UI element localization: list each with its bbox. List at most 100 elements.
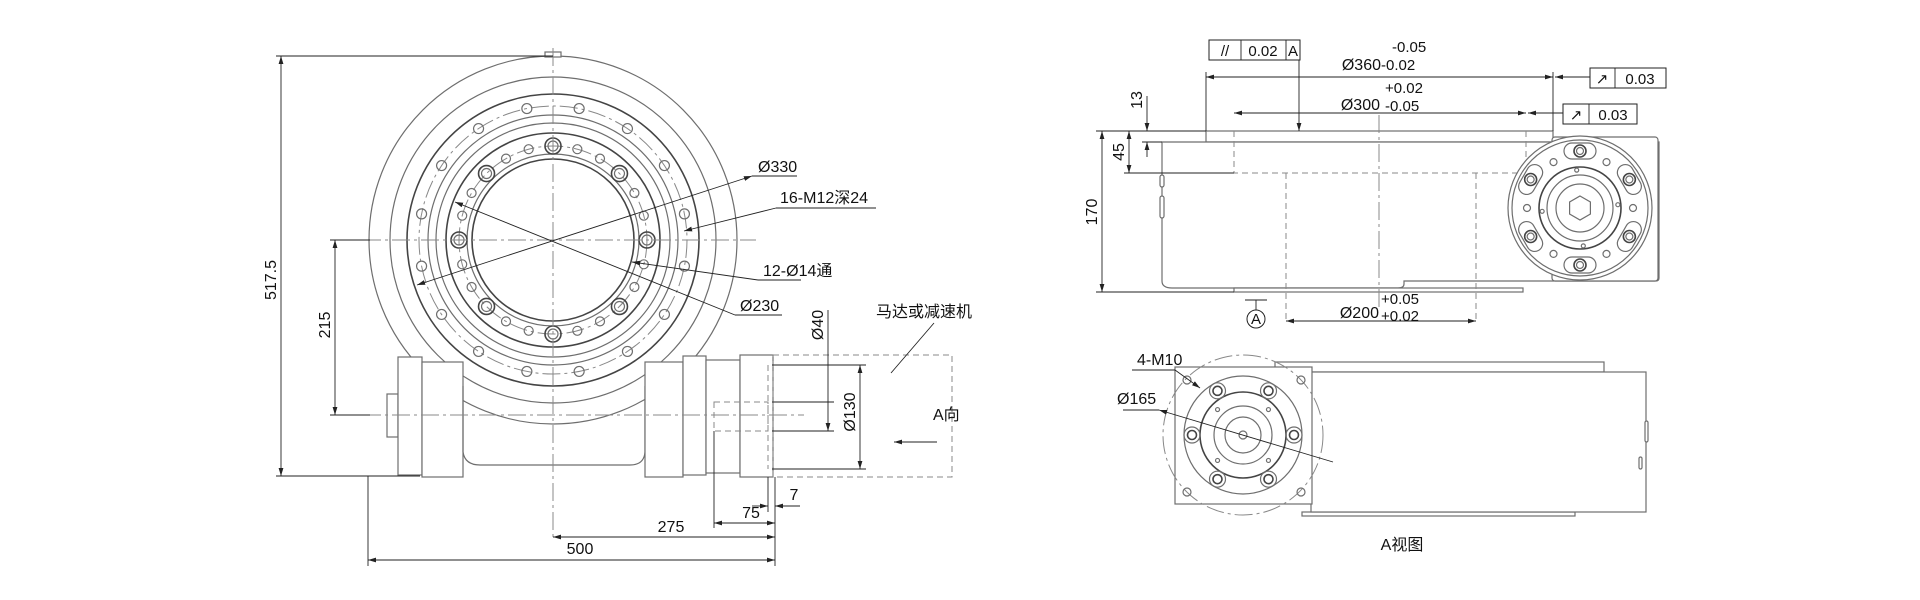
slot-bolt — [1573, 144, 1587, 158]
flange-bolt-head — [1285, 426, 1303, 444]
d200-hidden — [1285, 173, 1477, 320]
callout-tapped-holes: 16-M12深24 — [683, 189, 876, 232]
dimension-d200: Ø200 +0.05 +0.02 — [1286, 291, 1476, 325]
dimension-side-height: 170 — [1084, 130, 1234, 293]
m12-thread-core — [613, 300, 626, 313]
dim-d130: Ø130 — [842, 392, 859, 431]
dimension-shaft-length: 75 — [713, 431, 775, 528]
m12-tapped-hole — [477, 297, 496, 316]
dimension-overall-height: 517.5 — [263, 55, 553, 477]
top-strip — [1274, 361, 1605, 373]
dim-45: 45 — [1111, 143, 1128, 161]
flange-bolt-head — [1183, 426, 1201, 444]
flange-small-hole — [1602, 249, 1611, 258]
dim-d300-nominal: Ø300 — [1341, 97, 1380, 114]
d14-through-hole — [500, 153, 512, 164]
dim-d200-lower: +0.02 — [1381, 308, 1419, 325]
pilot-tiny-hole — [1539, 208, 1545, 214]
dim-170: 170 — [1084, 199, 1101, 226]
label-4-m10: 4-M10 — [1137, 352, 1182, 369]
label-d165: Ø165 — [1117, 391, 1156, 408]
outer-mounting-hole — [435, 159, 448, 172]
slot-bolt-core — [1575, 146, 1585, 156]
outer-mounting-hole — [573, 102, 585, 115]
left-flange — [421, 361, 464, 478]
slot-bolt-core — [1526, 175, 1535, 184]
dim-13: 13 — [1129, 91, 1146, 109]
adjust-slot — [1616, 220, 1642, 253]
d300-hidden — [1233, 131, 1527, 174]
view-direction-marker: A向 — [894, 406, 960, 445]
flange-pilot — [1538, 166, 1622, 250]
runout-frame-2: ↗ 0.03 — [1562, 103, 1638, 125]
slot-bolt — [1622, 229, 1637, 244]
dim-215: 215 — [317, 312, 334, 339]
side-bump-2 — [1638, 456, 1643, 470]
parallelism-icon: // — [1221, 43, 1230, 60]
flange-bolt-head — [1259, 382, 1278, 400]
callout-inner-pcd: Ø230 — [454, 201, 782, 316]
shaft-ring — [1224, 416, 1262, 454]
m10-corner-hole — [1296, 375, 1306, 385]
dim-d360-lower: -0.02 — [1381, 57, 1415, 74]
flange-circle-outer — [1507, 135, 1653, 281]
dim-d360-nominal: Ø360 — [1342, 57, 1381, 74]
label-d330: Ø330 — [758, 159, 797, 176]
a-view: 4-M10 Ø165 A视图 — [1117, 352, 1649, 554]
label-16-m12: 16-M12深24 — [780, 189, 868, 207]
flange-small-hole — [1602, 158, 1611, 167]
dim-d300-upper: +0.02 — [1385, 80, 1423, 97]
motor-outline — [772, 354, 953, 478]
dim-d300-lower: -0.05 — [1385, 98, 1419, 115]
dim-7: 7 — [790, 487, 799, 504]
parallelism-frame: // 0.02 A — [1208, 39, 1302, 131]
flange-bolt — [1186, 429, 1198, 441]
shaft-center — [1238, 430, 1248, 440]
right-flange — [644, 361, 684, 478]
adjust-slot — [1563, 142, 1597, 160]
small-hole — [1214, 457, 1221, 464]
m10-corner-hole — [1182, 487, 1192, 497]
m12-tapped-hole — [477, 164, 496, 183]
side-bump-1 — [1644, 420, 1649, 443]
worm-neck — [462, 386, 646, 466]
flange-bolt — [1263, 385, 1274, 397]
outer-mounting-hole — [621, 345, 634, 358]
d14-through-hole — [629, 281, 640, 293]
slot-bolt-core — [1526, 232, 1535, 241]
parallelism-value: 0.02 — [1248, 43, 1277, 60]
slot-bolt — [1622, 172, 1637, 187]
flange-bolt — [1212, 385, 1223, 397]
flange-bore — [1546, 174, 1614, 242]
worm-housing — [386, 354, 953, 478]
hex-socket-icon — [1568, 195, 1592, 221]
slot-bolt — [1523, 229, 1538, 244]
shaft-circle — [1555, 183, 1605, 233]
dim-d360-upper: -0.05 — [1392, 39, 1426, 56]
datum-a-marker: A — [1245, 299, 1267, 329]
d14-through-hole — [466, 187, 477, 199]
dim-d200-nominal: Ø200 — [1340, 305, 1379, 322]
dim-275: 275 — [658, 519, 685, 536]
d14-through-hole — [594, 153, 606, 164]
dimension-center-to-end: 275 — [553, 519, 775, 540]
outer-mounting-hole — [521, 102, 533, 115]
callout-outer-pcd: Ø330 — [416, 159, 797, 286]
d14-through-hole — [572, 144, 583, 155]
d14-through-hole — [523, 325, 534, 336]
runout-icon: ↗ — [1596, 71, 1609, 88]
dimension-shaft-diameter: Ø40 — [772, 310, 834, 432]
m10-corner-hole — [1182, 375, 1192, 385]
d14-through-hole — [594, 316, 606, 327]
runout-1-value: 0.03 — [1625, 71, 1654, 88]
side-bump-1 — [1159, 174, 1165, 188]
flange-bolt-head — [1208, 470, 1227, 488]
label-motor-or-reducer: 马达或减速机 — [876, 303, 972, 321]
outer-mounting-hole — [435, 308, 448, 321]
flange-small-hole — [1522, 203, 1532, 213]
runout-frame-1: ↗ 0.03 — [1589, 67, 1667, 89]
dim-75: 75 — [742, 505, 760, 522]
flange-bolt — [1263, 473, 1274, 485]
input-shaft-hidden — [713, 401, 769, 432]
